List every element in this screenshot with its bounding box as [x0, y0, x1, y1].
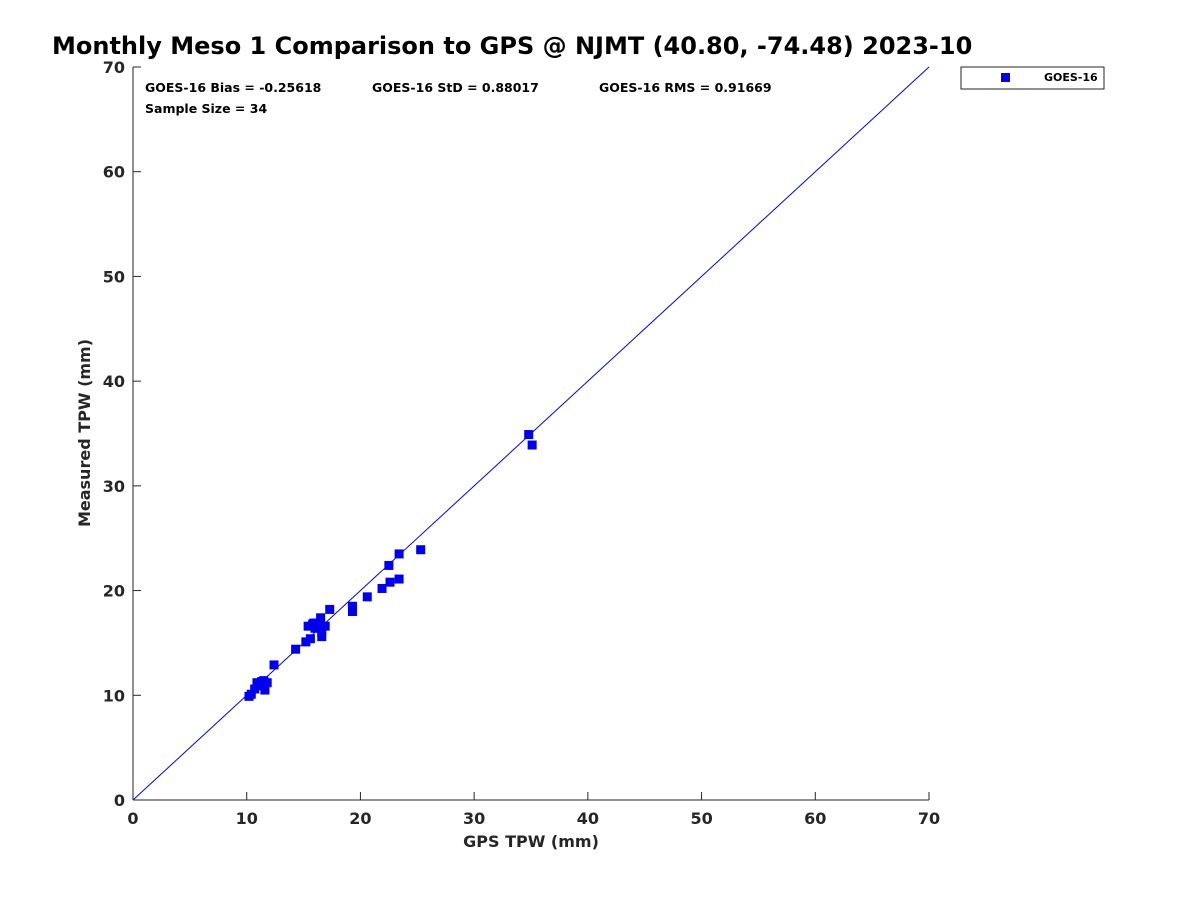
data-point: [250, 684, 260, 694]
legend-marker: [1001, 73, 1010, 82]
data-point: [416, 545, 426, 555]
legend: GOES-16: [960, 66, 1105, 90]
data-point: [347, 601, 357, 611]
x-tick-label: 40: [577, 809, 599, 828]
data-point: [269, 660, 279, 670]
chart-title: Monthly Meso 1 Comparison to GPS @ NJMT …: [52, 32, 972, 60]
y-tick-label: 70: [103, 58, 125, 77]
data-point: [362, 592, 372, 602]
x-tick-label: 0: [127, 809, 138, 828]
x-tick-label: 10: [236, 809, 258, 828]
y-tick-label: 0: [114, 791, 125, 810]
data-point: [385, 577, 395, 587]
data-point: [309, 618, 319, 628]
data-point: [301, 637, 311, 647]
data-point: [262, 678, 272, 688]
data-point: [305, 634, 315, 644]
x-axis-label: GPS TPW (mm): [463, 832, 599, 851]
data-point: [313, 618, 323, 628]
sample-size-stat: Sample Size = 34: [145, 101, 267, 116]
x-tick-label: 30: [463, 809, 485, 828]
data-point: [347, 607, 357, 617]
data-point: [325, 604, 335, 614]
data-point: [524, 430, 534, 440]
data-point: [317, 627, 327, 637]
data-point: [246, 689, 256, 699]
x-tick-label: 50: [690, 809, 712, 828]
data-point: [394, 549, 404, 559]
bias-stat: GOES-16 Bias = -0.25618: [145, 80, 321, 95]
rms-stat: GOES-16 RMS = 0.91669: [599, 80, 772, 95]
data-point: [394, 574, 404, 584]
y-tick-label: 30: [103, 477, 125, 496]
data-point: [260, 685, 270, 695]
legend-box: [960, 66, 1105, 90]
data-point: [291, 644, 301, 654]
data-point: [377, 583, 387, 593]
data-point: [384, 560, 394, 570]
data-point: [303, 621, 313, 631]
y-tick-label: 40: [103, 372, 125, 391]
y-tick-label: 50: [103, 267, 125, 286]
data-point: [320, 621, 330, 631]
x-tick-label: 70: [918, 809, 940, 828]
y-tick-label: 60: [103, 163, 125, 182]
data-point: [310, 623, 320, 633]
y-tick-label: 20: [103, 582, 125, 601]
legend-label: GOES-16: [1044, 71, 1098, 84]
std-stat: GOES-16 StD = 0.88017: [372, 80, 539, 95]
y-tick-label: 10: [103, 686, 125, 705]
data-point: [527, 440, 537, 450]
data-point: [256, 677, 266, 687]
y-axis-label: Measured TPW (mm): [75, 339, 94, 527]
data-point: [316, 613, 326, 623]
axes: 0 10 20 30 40 50 60 70 0 10 20 30 40 50 60 70: [103, 58, 940, 828]
data-points: [244, 430, 537, 701]
x-tick-label: 20: [349, 809, 371, 828]
x-tick-label: 60: [804, 809, 826, 828]
